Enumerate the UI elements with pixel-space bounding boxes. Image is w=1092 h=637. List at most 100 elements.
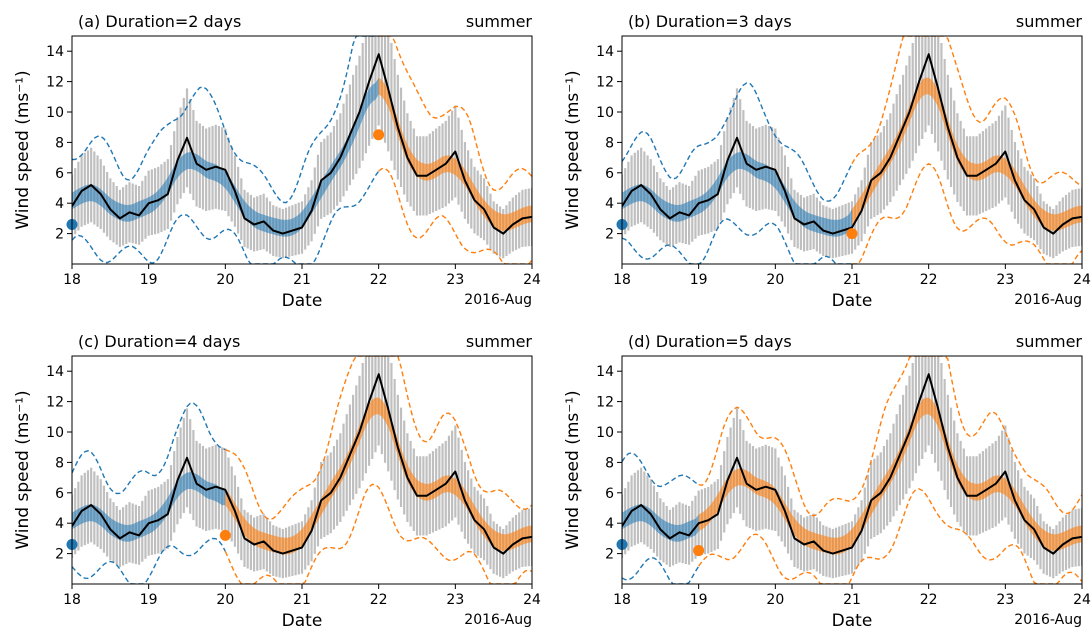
orange-forecast-band <box>225 397 532 555</box>
plot-area <box>72 356 532 584</box>
y-tick-label: 6 <box>55 166 64 182</box>
y-tick-label: 8 <box>605 455 614 471</box>
x-tick-label: 19 <box>140 272 158 288</box>
y-tick-label: 12 <box>46 395 64 411</box>
panel-title: (b) Duration=3 days <box>628 12 792 31</box>
x-tick-label: 24 <box>1073 272 1091 288</box>
x-tick-label: 20 <box>766 592 784 608</box>
orange-envelope-upper <box>851 36 1082 187</box>
y-tick-label: 2 <box>55 547 64 563</box>
x-axis-label: Date <box>832 291 873 311</box>
orange-envelope-lower <box>378 167 532 264</box>
y-tick-label: 8 <box>55 455 64 471</box>
y-tick-label: 2 <box>55 227 64 243</box>
y-tick-label: 12 <box>596 395 614 411</box>
x-tick-label: 21 <box>293 592 311 608</box>
y-tick-label: 14 <box>46 364 64 380</box>
x-tick-label: 18 <box>63 272 81 288</box>
y-tick-label: 10 <box>596 425 614 441</box>
x-tick-label: 18 <box>613 592 631 608</box>
blue-envelope-upper <box>72 36 379 204</box>
x-tick-label: 19 <box>140 592 158 608</box>
blue-envelope-lower <box>72 537 226 584</box>
orange-forecast-band <box>378 77 532 231</box>
x-tick-label: 24 <box>523 272 541 288</box>
y-tick-label: 12 <box>596 75 614 91</box>
panel-title: (c) Duration=4 days <box>78 332 240 351</box>
y-tick-label: 2 <box>605 227 614 243</box>
observation-line <box>622 53 1082 235</box>
y-tick-label: 8 <box>605 135 614 151</box>
plot-area <box>622 36 1082 264</box>
y-tick-label: 4 <box>55 516 64 532</box>
x-tick-label: 20 <box>766 272 784 288</box>
x-tick-label: 23 <box>996 592 1014 608</box>
x-tick-label: 24 <box>523 592 541 608</box>
orange-start-marker <box>693 545 705 557</box>
y-tick-label: 10 <box>46 425 64 441</box>
y-tick-label: 6 <box>605 166 614 182</box>
blue-envelope-upper <box>72 402 226 495</box>
orange-envelope-upper <box>698 356 1082 517</box>
orange-envelope-lower <box>852 163 1082 264</box>
x-tick-label: 19 <box>690 592 708 608</box>
y-axis-label: Wind speed (ms⁻¹) <box>563 390 583 549</box>
blue-forecast-band <box>72 472 226 542</box>
x-axis-label: Date <box>832 611 873 631</box>
x-tick-label: 21 <box>843 592 861 608</box>
blue-envelope-lower <box>622 557 700 584</box>
orange-envelope-lower <box>698 488 1082 584</box>
plot-area <box>622 356 1082 584</box>
x-tick-label: 18 <box>613 272 631 288</box>
y-tick-label: 14 <box>596 44 614 60</box>
x-unit-label: 2016-Aug <box>464 292 532 308</box>
y-tick-label: 4 <box>55 196 64 212</box>
orange-start-marker <box>219 529 231 541</box>
observation-line <box>622 373 1082 555</box>
y-tick-label: 2 <box>605 547 614 563</box>
x-tick-label: 22 <box>920 592 938 608</box>
x-unit-label: 2016-Aug <box>1014 612 1082 628</box>
x-tick-label: 18 <box>63 592 81 608</box>
y-tick-label: 12 <box>46 75 64 91</box>
y-tick-label: 10 <box>596 105 614 121</box>
x-unit-label: 2016-Aug <box>464 612 532 628</box>
orange-envelope-lower <box>224 483 532 584</box>
y-tick-label: 4 <box>605 516 614 532</box>
panel-title: (a) Duration=2 days <box>78 12 241 31</box>
blue-envelope-upper <box>622 452 700 488</box>
observation-line <box>72 373 532 555</box>
blue-envelope-lower <box>622 218 852 264</box>
x-tick-label: 20 <box>216 592 234 608</box>
y-tick-label: 8 <box>55 135 64 151</box>
y-tick-label: 10 <box>46 105 64 121</box>
orange-start-marker <box>373 129 385 141</box>
x-tick-label: 21 <box>293 272 311 288</box>
x-tick-label: 23 <box>446 272 464 288</box>
season-label: summer <box>466 12 532 31</box>
y-tick-label: 14 <box>596 364 614 380</box>
x-tick-label: 23 <box>446 592 464 608</box>
x-tick-label: 19 <box>690 272 708 288</box>
x-tick-label: 22 <box>920 272 938 288</box>
x-axis-label: Date <box>282 611 323 631</box>
season-label: summer <box>1016 332 1082 351</box>
x-axis-label: Date <box>282 291 323 311</box>
y-tick-label: 6 <box>55 486 64 502</box>
season-label: summer <box>466 332 532 351</box>
orange-forecast-band <box>852 77 1082 231</box>
x-unit-label: 2016-Aug <box>1014 292 1082 308</box>
x-tick-label: 23 <box>996 272 1014 288</box>
x-tick-label: 20 <box>216 272 234 288</box>
y-tick-label: 6 <box>605 486 614 502</box>
panel-title: (d) Duration=5 days <box>628 332 792 351</box>
x-tick-label: 22 <box>370 592 388 608</box>
blue-envelope-upper <box>622 82 853 202</box>
season-label: summer <box>1016 12 1082 31</box>
y-tick-label: 4 <box>605 196 614 212</box>
x-tick-label: 21 <box>843 272 861 288</box>
